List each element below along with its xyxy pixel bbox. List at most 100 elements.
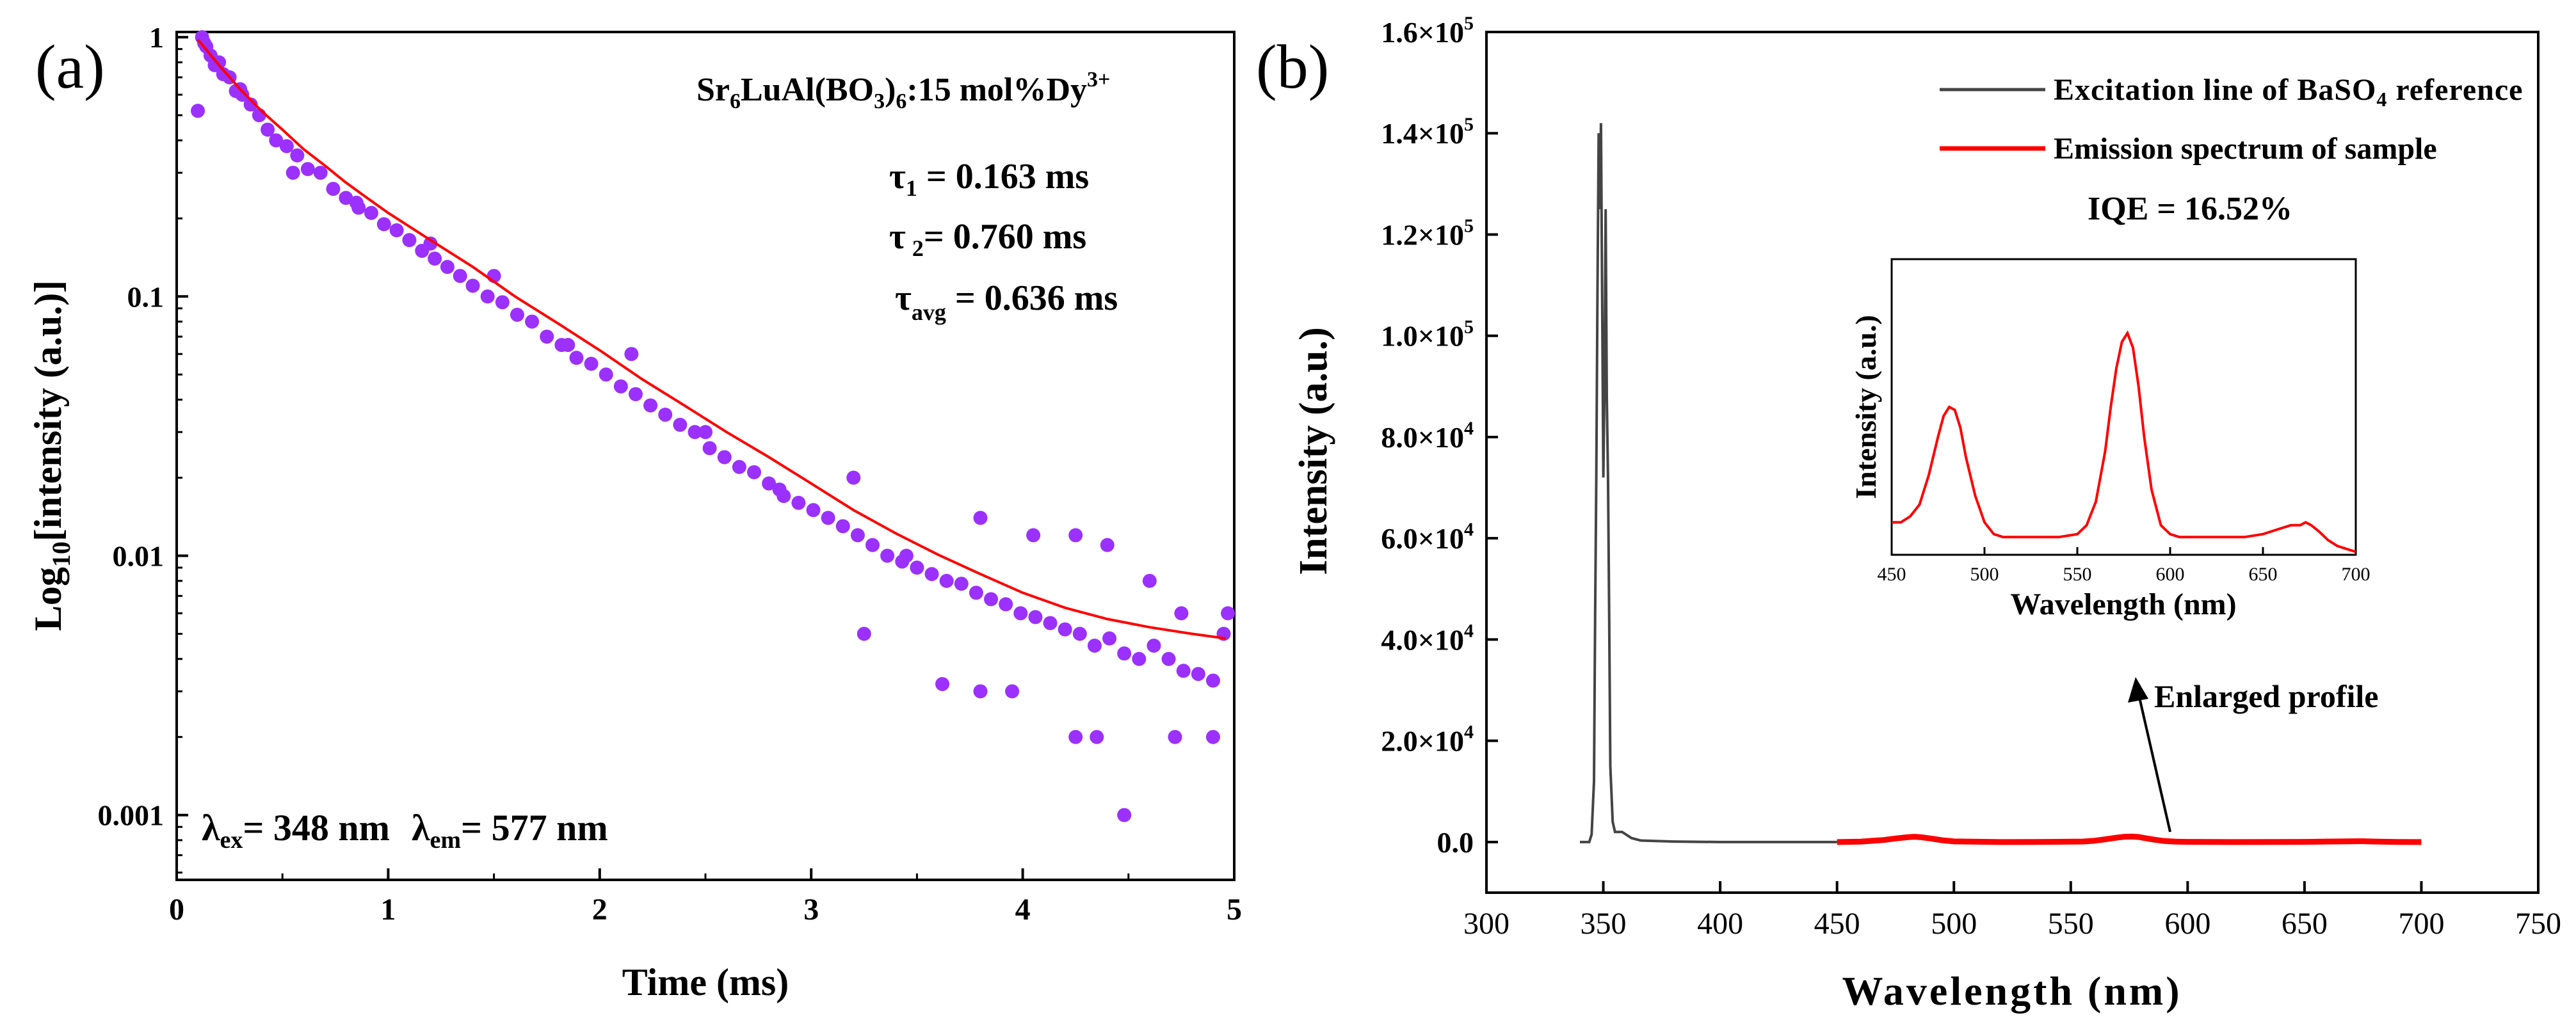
decay-data-point bbox=[561, 338, 576, 353]
tau1-sub: 1 bbox=[906, 175, 917, 201]
decay-data-point bbox=[835, 519, 850, 534]
decay-data-point bbox=[279, 139, 294, 154]
decay-data-point bbox=[1161, 651, 1176, 666]
decay-data-point bbox=[984, 592, 999, 607]
decay-data-point bbox=[510, 307, 524, 322]
lifetime-tau1: τ1 = 0.163 ms bbox=[889, 157, 1089, 201]
inset-y-axis-label: Intensity (a.u.) bbox=[1849, 315, 1882, 499]
decay-data-point bbox=[628, 387, 643, 401]
panel-a-label: (a) bbox=[35, 33, 105, 102]
b-ytick-label: 1.0×105 bbox=[1381, 317, 1474, 353]
decay-data-point bbox=[698, 425, 712, 440]
inset-xtick-label: 450 bbox=[1878, 564, 1906, 585]
decay-data-point bbox=[584, 356, 599, 371]
b-xtick-label: 600 bbox=[2164, 907, 2210, 941]
decay-data-point bbox=[624, 347, 639, 362]
formula-part-2: LuAl(BO bbox=[741, 72, 874, 108]
decay-data-point bbox=[1191, 667, 1205, 681]
inset-x-axis-ticks: 450 500 550 600 650 700 bbox=[1878, 547, 2371, 585]
tau-avg-sub: avg bbox=[912, 299, 946, 325]
decay-data-point bbox=[453, 269, 467, 283]
decay-data-point bbox=[1102, 631, 1117, 646]
decay-data-point bbox=[1087, 639, 1102, 653]
decay-data-point bbox=[1174, 606, 1189, 621]
decay-data-point bbox=[1117, 808, 1132, 822]
decay-data-point bbox=[1168, 729, 1182, 744]
decay-data-point bbox=[850, 528, 865, 543]
decay-data-point bbox=[939, 573, 954, 588]
a-ytick-label: 1 bbox=[149, 21, 164, 54]
excitation-line-series bbox=[1580, 123, 1837, 843]
a-xtick-label: 4 bbox=[1015, 893, 1031, 927]
decay-data-point bbox=[899, 548, 914, 563]
tau2-sub: 2 bbox=[912, 235, 924, 261]
legend-label-excitation: Excitation line of BaSO4 reference bbox=[2054, 73, 2523, 111]
lambda-ex-sub: ex bbox=[220, 827, 243, 854]
legend-excitation-main: Excitation line of BaSO bbox=[2054, 73, 2376, 107]
decay-data-point bbox=[1176, 664, 1191, 678]
decay-data-point bbox=[658, 408, 673, 422]
decay-data-point bbox=[569, 351, 584, 365]
decay-data-point bbox=[973, 511, 988, 525]
iqe-value: IQE = 16.52% bbox=[2088, 191, 2292, 227]
panel-a-x-axis-ticks: 0 1 2 3 4 5 bbox=[169, 868, 1242, 927]
tau2-value: = 0.760 ms bbox=[924, 217, 1086, 257]
formula-part-3: 3 bbox=[874, 90, 885, 113]
inset-xtick-label: 650 bbox=[2249, 564, 2278, 585]
decay-data-point bbox=[1132, 651, 1147, 666]
b-xtick-label: 550 bbox=[2048, 907, 2094, 941]
tau2-symbol: τ bbox=[889, 217, 906, 257]
decay-data-point bbox=[1142, 573, 1157, 588]
decay-data-point bbox=[525, 314, 540, 329]
lambda-em-value: = 577 nm bbox=[461, 807, 608, 849]
decay-data-point bbox=[191, 104, 205, 118]
panel-a-ylabel-prefix: Log bbox=[27, 567, 69, 631]
decay-data-point bbox=[688, 425, 702, 440]
decay-data-point bbox=[791, 495, 806, 510]
excitation-emission-wavelengths: λex= 348 nm λem= 577 nm bbox=[202, 807, 608, 854]
lifetime-tau2: τ 2= 0.760 ms bbox=[889, 217, 1086, 261]
tau1-value: = 0.163 ms bbox=[917, 157, 1089, 196]
decay-data-point bbox=[1205, 729, 1220, 744]
decay-data-point bbox=[643, 398, 658, 413]
decay-data-point bbox=[349, 195, 364, 210]
decay-data-point bbox=[1100, 538, 1115, 552]
legend-label-emission: Emission spectrum of sample bbox=[2054, 132, 2437, 166]
decay-data-point bbox=[846, 470, 861, 485]
b-ytick-label: 0.0 bbox=[1437, 826, 1474, 859]
b-xtick-label: 300 bbox=[1463, 907, 1509, 941]
decay-data-point bbox=[969, 586, 983, 600]
formula-part-1: 6 bbox=[730, 90, 741, 113]
decay-data-point bbox=[540, 330, 554, 344]
decay-data-point bbox=[1013, 606, 1028, 621]
b-ytick-label: 4.0×104 bbox=[1381, 620, 1474, 656]
panel-b-y-axis-ticks: 0.0 2.0×104 4.0×104 6.0×104 8.0×104 1.0×105 1.… bbox=[1381, 13, 1498, 859]
decay-data-point bbox=[243, 97, 258, 112]
panel-b: (b) 300 350 400 450 500 550 600 650 700 750 0.0 2.… bbox=[1256, 13, 2561, 1014]
tau1-symbol: τ bbox=[889, 157, 906, 196]
inset-emission-curve bbox=[1892, 330, 2356, 554]
inset-x-axis-label: Wavelength (nm) bbox=[2010, 587, 2236, 621]
decay-data-point bbox=[261, 122, 275, 137]
b-xtick-label: 650 bbox=[2282, 907, 2328, 941]
compound-formula: Sr6LuAl(BO3)6:15 mol%Dy3+ bbox=[696, 68, 1110, 113]
a-xtick-label: 0 bbox=[169, 893, 184, 927]
decay-data-point bbox=[402, 233, 417, 248]
decay-data-point bbox=[1043, 616, 1058, 630]
b-ytick-label: 1.2×105 bbox=[1381, 215, 1474, 251]
decay-data-point bbox=[1117, 646, 1132, 661]
decay-data-point bbox=[300, 162, 315, 177]
panel-b-y-axis-label: Intensity (a.u.) bbox=[1292, 327, 1335, 575]
panel-a-x-axis-label: Time (ms) bbox=[622, 961, 789, 1003]
b-ytick-label: 8.0×104 bbox=[1381, 418, 1474, 454]
decay-data-point bbox=[376, 217, 391, 232]
inset-chart: 450 500 550 600 650 700 Wavelength (nm) Inten… bbox=[1849, 258, 2371, 621]
decay-data-point bbox=[857, 626, 871, 641]
formula-part-5: 6 bbox=[896, 90, 906, 113]
a-ytick-label: 0.1 bbox=[127, 280, 165, 313]
a-xtick-label: 5 bbox=[1227, 893, 1242, 927]
decay-data-point bbox=[821, 511, 835, 525]
decay-data-point bbox=[910, 561, 924, 575]
panel-a-y-axis-ticks: 1 0.1 0.01 0.001 bbox=[98, 21, 188, 874]
